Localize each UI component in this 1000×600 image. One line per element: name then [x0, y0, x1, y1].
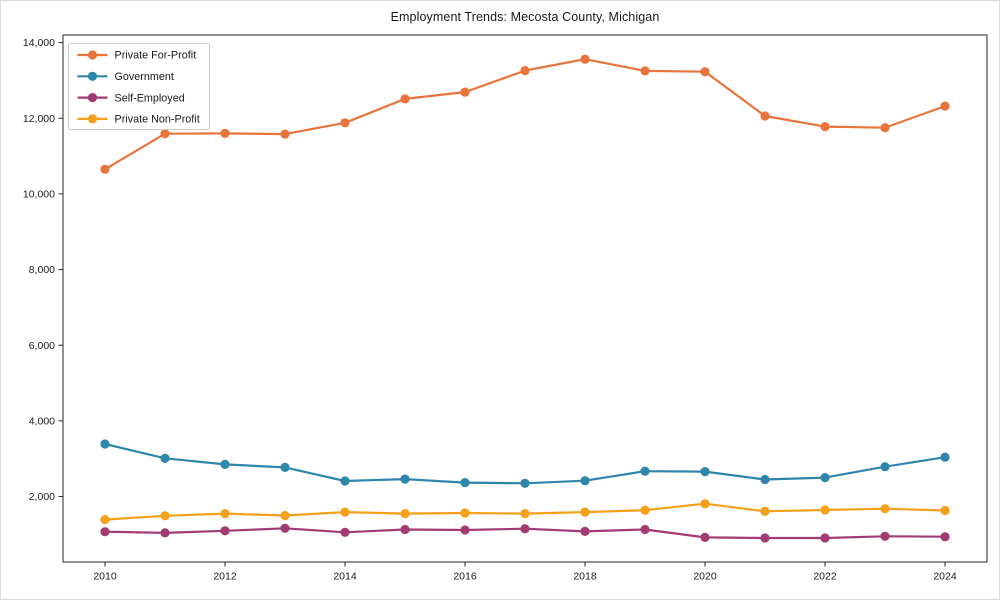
data-point-government-2023: [880, 462, 890, 472]
data-point-self-employed-2012: [220, 526, 230, 536]
data-point-private-non-profit-2019: [640, 505, 650, 515]
data-point-government-2010: [100, 439, 110, 449]
data-point-government-2014: [340, 476, 350, 486]
data-point-government-2012: [220, 459, 230, 469]
y-tick-label: 10,000: [23, 188, 55, 200]
data-point-private-non-profit-2016: [460, 508, 470, 518]
data-point-self-employed-2013: [280, 523, 290, 533]
data-point-private-for-profit-2023: [880, 123, 890, 133]
data-point-self-employed-2011: [160, 528, 170, 538]
data-point-private-non-profit-2010: [100, 515, 110, 525]
data-point-private-non-profit-2012: [220, 508, 230, 519]
y-tick-label: 6,000: [29, 340, 55, 352]
data-point-private-for-profit-2024: [940, 101, 950, 111]
data-point-government-2017: [520, 478, 530, 488]
data-point-self-employed-2018: [580, 526, 590, 537]
legend-marker-self-employed: [87, 93, 98, 103]
data-point-private-for-profit-2019: [640, 66, 650, 76]
data-point-private-for-profit-2010: [100, 164, 110, 174]
data-point-government-2011: [160, 453, 170, 463]
data-point-self-employed-2016: [460, 525, 470, 535]
legend-marker-government: [87, 71, 98, 81]
data-point-self-employed-2019: [640, 524, 650, 535]
chart-title: Employment Trends: Mecosta County, Michi…: [390, 10, 660, 24]
data-point-self-employed-2010: [100, 527, 110, 537]
x-tick-label: 2024: [933, 571, 957, 583]
legend-label-self-employed: Self-Employed: [115, 92, 185, 104]
data-point-private-for-profit-2015: [400, 94, 410, 104]
data-point-government-2022: [820, 473, 830, 483]
legend-box: [68, 43, 210, 130]
y-tick-label: 2,000: [29, 491, 55, 503]
data-point-self-employed-2020: [700, 532, 710, 543]
legend: Private For-Profit Government Self-Employe…: [68, 43, 210, 130]
y-tick-label: 8,000: [29, 264, 55, 276]
data-point-private-non-profit-2021: [760, 506, 770, 516]
data-point-private-for-profit-2020: [700, 67, 710, 77]
data-point-self-employed-2015: [400, 524, 410, 535]
legend-marker-private-for-profit: [87, 50, 98, 60]
data-point-government-2021: [760, 474, 770, 485]
series-line-private-for-profit: [104, 58, 946, 171]
data-point-self-employed-2017: [520, 524, 530, 534]
legend-item-private-non-profit: Private Non-Profit: [77, 114, 200, 126]
data-point-government-2020: [700, 467, 710, 477]
data-point-private-for-profit-2021: [760, 111, 770, 121]
axes-frame: [62, 34, 988, 563]
data-point-private-for-profit-2013: [280, 129, 290, 139]
series-line-government: [104, 442, 946, 485]
data-point-private-for-profit-2014: [340, 118, 350, 128]
data-point-government-2019: [640, 466, 650, 476]
series-government: [100, 439, 950, 488]
x-tick-label: 2020: [693, 571, 717, 583]
data-point-private-non-profit-2015: [400, 508, 410, 519]
data-point-self-employed-2024: [940, 532, 950, 542]
data-point-private-non-profit-2013: [280, 510, 290, 521]
data-point-self-employed-2023: [880, 531, 890, 541]
data-point-private-non-profit-2011: [160, 511, 170, 521]
data-point-government-2016: [460, 478, 470, 488]
legend-marker-private-non-profit: [87, 114, 98, 124]
series-private-non-profit: [100, 499, 950, 525]
data-point-government-2015: [400, 474, 410, 484]
legend-label-private-non-profit: Private Non-Profit: [115, 114, 200, 126]
y-tick-label: 4,000: [29, 415, 55, 427]
legend-item-private-for-profit: Private For-Profit: [77, 50, 197, 62]
data-point-private-non-profit-2024: [940, 505, 950, 516]
y-tick-label: 12,000: [23, 113, 55, 125]
data-point-private-for-profit-2022: [820, 122, 830, 132]
data-point-private-for-profit-2018: [580, 54, 590, 64]
data-point-private-non-profit-2020: [700, 499, 710, 509]
data-point-private-non-profit-2023: [880, 504, 890, 514]
data-point-self-employed-2022: [820, 533, 830, 543]
data-point-private-for-profit-2016: [460, 87, 470, 97]
x-tick-label: 2018: [573, 571, 597, 583]
series-self-employed: [100, 523, 950, 543]
x-tick-label: 2014: [333, 571, 357, 583]
data-point-private-for-profit-2017: [520, 66, 530, 76]
data-point-private-for-profit-2011: [160, 129, 170, 139]
x-tick-label: 2010: [93, 571, 117, 583]
legend-label-government: Government: [115, 71, 174, 83]
data-point-self-employed-2014: [340, 527, 350, 537]
legend-label-private-for-profit: Private For-Profit: [115, 50, 197, 62]
data-point-government-2018: [580, 476, 590, 486]
data-point-private-non-profit-2022: [820, 505, 830, 515]
series-private-for-profit: [100, 54, 950, 174]
y-tick-label: 14,000: [23, 37, 55, 49]
data-point-private-non-profit-2014: [340, 507, 350, 517]
data-point-government-2024: [940, 452, 950, 462]
data-point-government-2013: [280, 462, 290, 472]
x-tick-label: 2022: [813, 571, 837, 583]
x-tick-label: 2016: [453, 571, 477, 583]
data-point-private-non-profit-2018: [580, 507, 590, 517]
legend-item-self-employed: Self-Employed: [77, 92, 185, 104]
data-point-private-for-profit-2012: [220, 128, 230, 138]
data-point-self-employed-2021: [760, 533, 770, 543]
data-point-private-non-profit-2017: [520, 508, 530, 519]
legend-item-government: Government: [77, 71, 174, 83]
x-tick-label: 2012: [213, 571, 237, 583]
